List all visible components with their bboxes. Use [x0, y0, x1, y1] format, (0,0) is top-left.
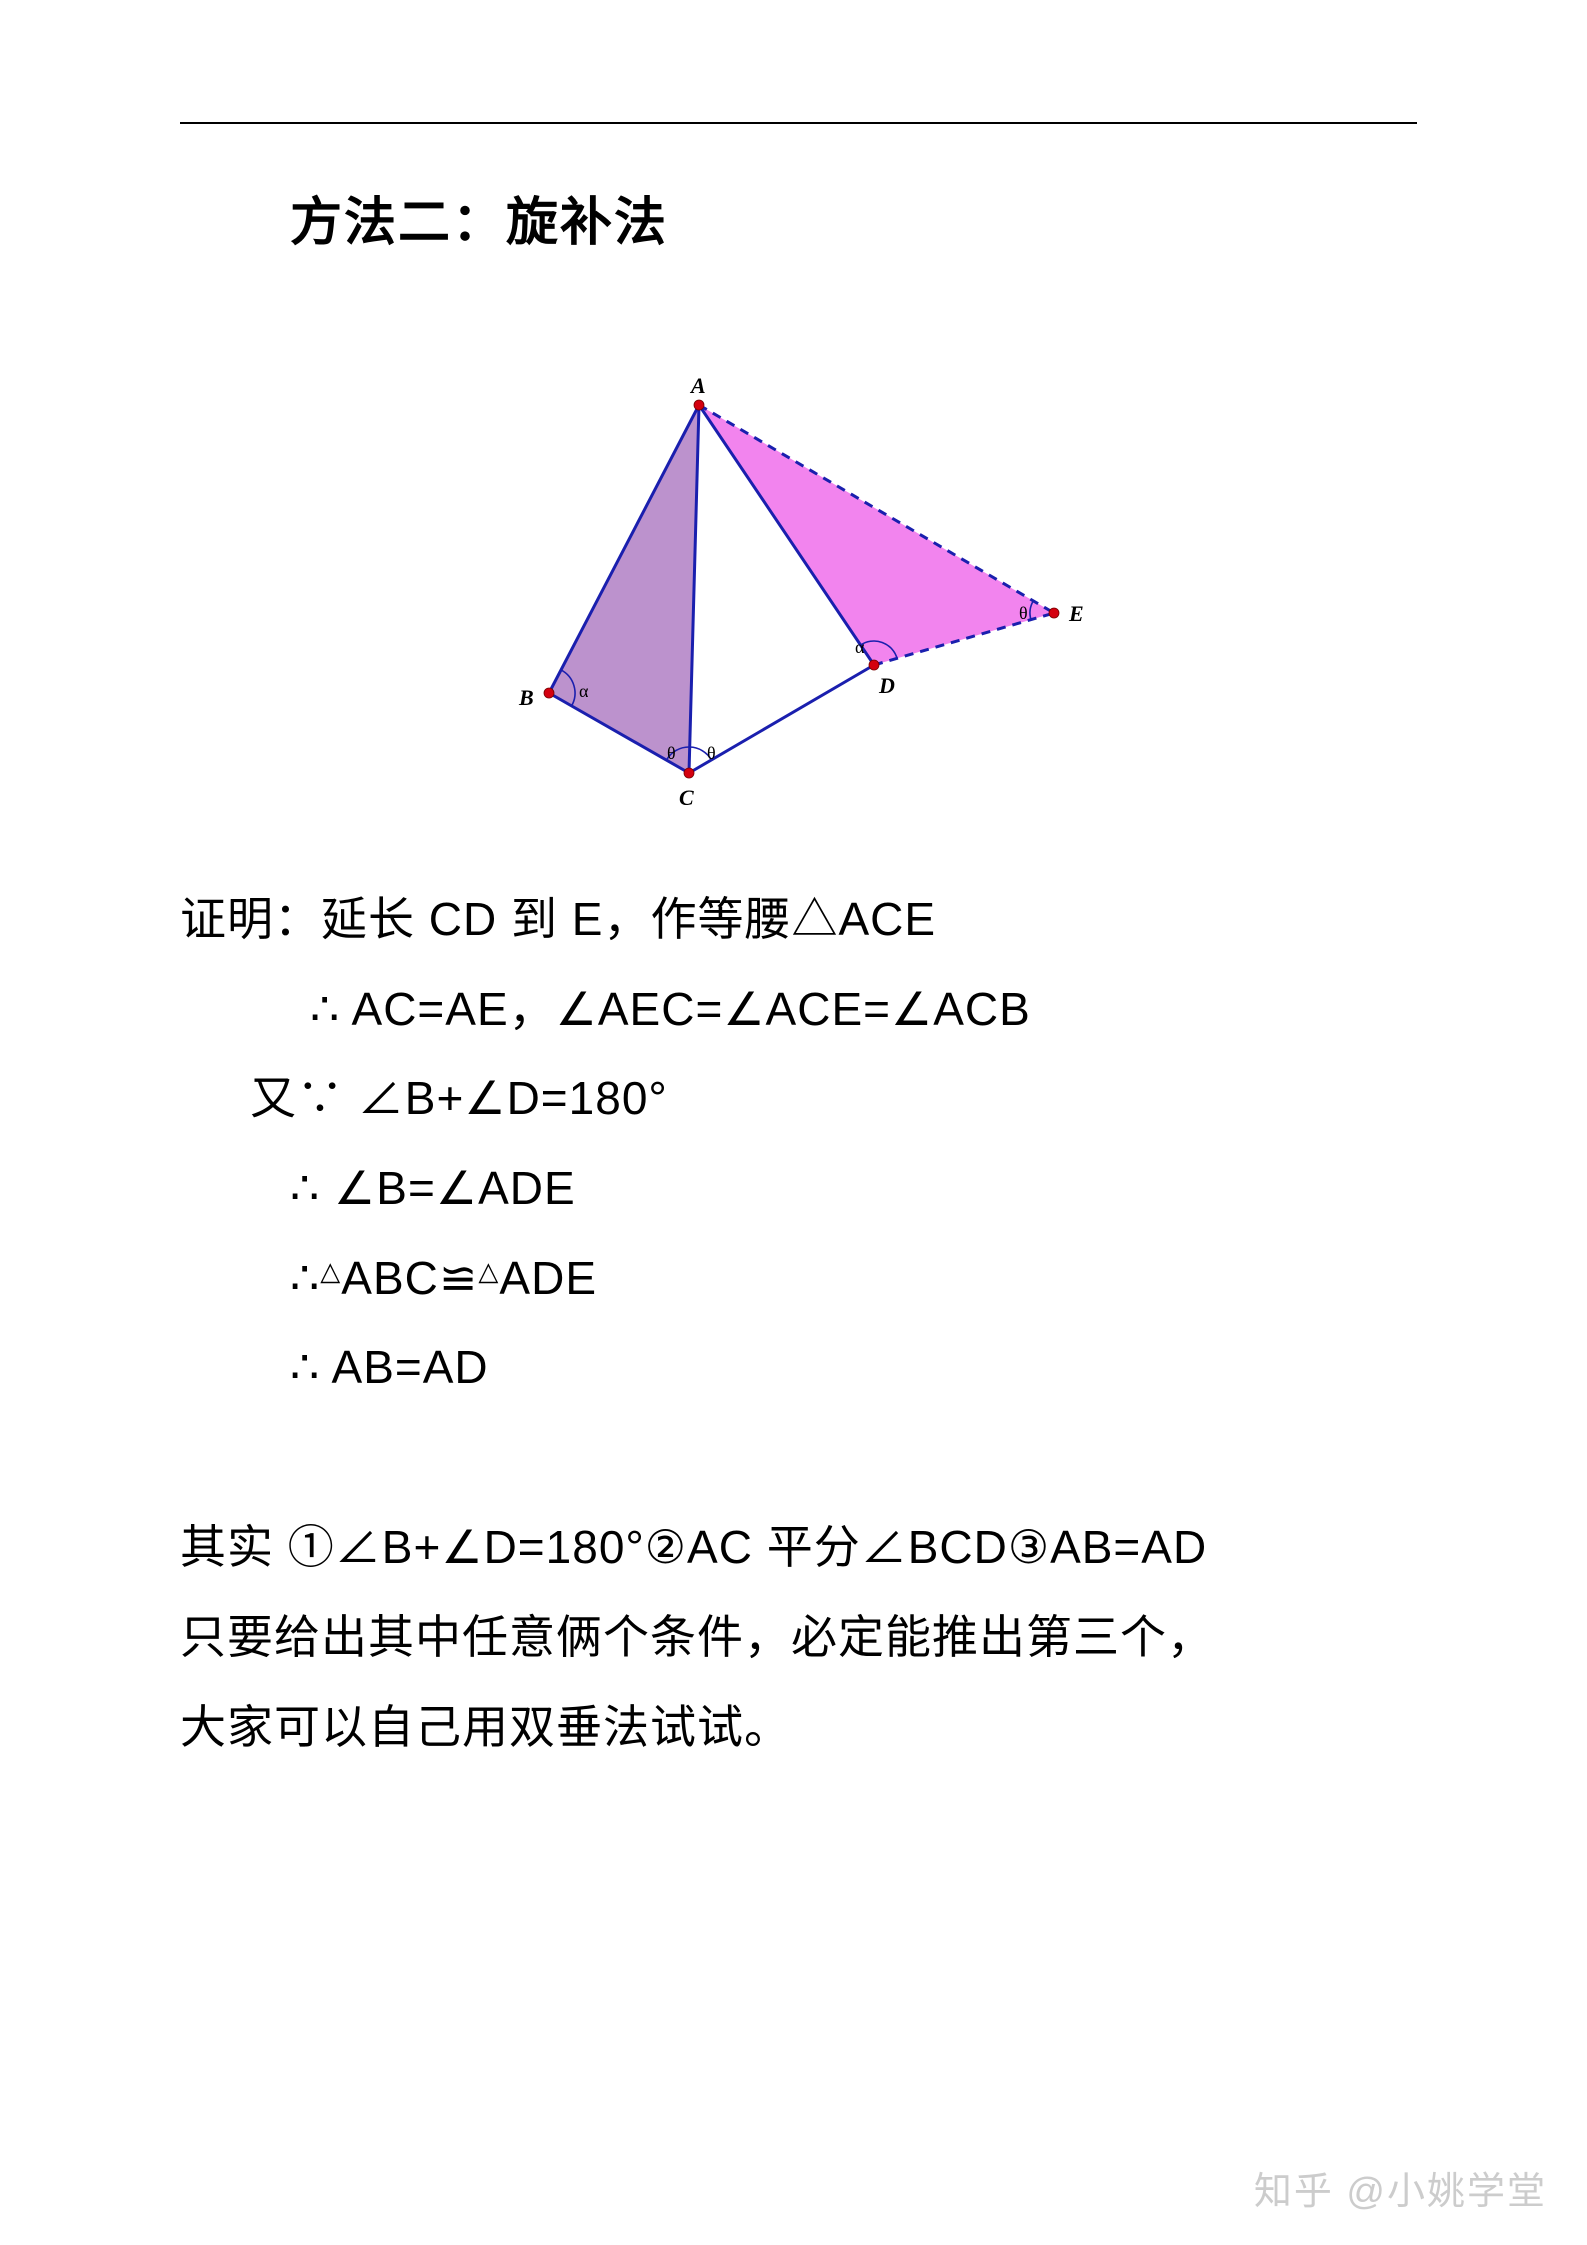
proof-line-2: ∴ AC=AE，∠AEC=∠ACE=∠ACB [180, 965, 1417, 1055]
proof-block: 证明：延长 CD 到 E，作等腰△ACE ∴ AC=AE，∠AEC=∠ACE=∠… [180, 875, 1417, 1413]
svg-text:α: α [855, 637, 865, 657]
svg-text:α: α [579, 681, 589, 701]
svg-text:B: B [518, 685, 534, 710]
document-page: 方法二：旋补法 A B C D Eα θ θ α θ 证明：延长 CD 到 E，作等腰△ACE … [0, 0, 1587, 1772]
svg-text:θ: θ [707, 743, 716, 763]
closing-line-1: 其实 ①∠B+∠D=180°②AC 平分∠BCD③AB=AD [180, 1503, 1417, 1593]
abc-congruent: ABC≌ [341, 1252, 478, 1304]
therefore-symbol: ∴ [290, 1252, 320, 1304]
svg-text:E: E [1068, 601, 1084, 626]
ade-text: ADE [499, 1252, 597, 1304]
triangle-symbol-1: △ [320, 1246, 341, 1297]
method-title: 方法二：旋补法 [290, 180, 1417, 255]
watermark: 知乎 @小姚学堂 [1254, 2160, 1547, 2215]
closing-line-3: 大家可以自己用双垂法试试。 [180, 1683, 1417, 1773]
closing-block: 其实 ①∠B+∠D=180°②AC 平分∠BCD③AB=AD 只要给出其中任意俩… [180, 1503, 1417, 1772]
top-rule [180, 122, 1417, 124]
svg-text:A: A [689, 375, 706, 398]
svg-text:D: D [878, 673, 895, 698]
proof-line-6: ∴ AB=AD [180, 1323, 1417, 1413]
proof-line-4: ∴ ∠B=∠ADE [180, 1144, 1417, 1234]
svg-text:C: C [679, 785, 694, 810]
triangle-symbol-2: △ [478, 1246, 499, 1297]
proof-line-3: 又∵ ∠B+∠D=180° [180, 1054, 1417, 1144]
proof-line-1: 证明：延长 CD 到 E，作等腰△ACE [180, 875, 1417, 965]
svg-text:θ: θ [667, 743, 676, 763]
geometry-diagram: A B C D Eα θ θ α θ [479, 375, 1119, 815]
proof-line-5: ∴△ABC≌△ADE [180, 1234, 1417, 1324]
figure-container: A B C D Eα θ θ α θ [180, 375, 1417, 815]
closing-line-2: 只要给出其中任意俩个条件，必定能推出第三个， [180, 1593, 1417, 1683]
svg-text:θ: θ [1019, 603, 1028, 623]
